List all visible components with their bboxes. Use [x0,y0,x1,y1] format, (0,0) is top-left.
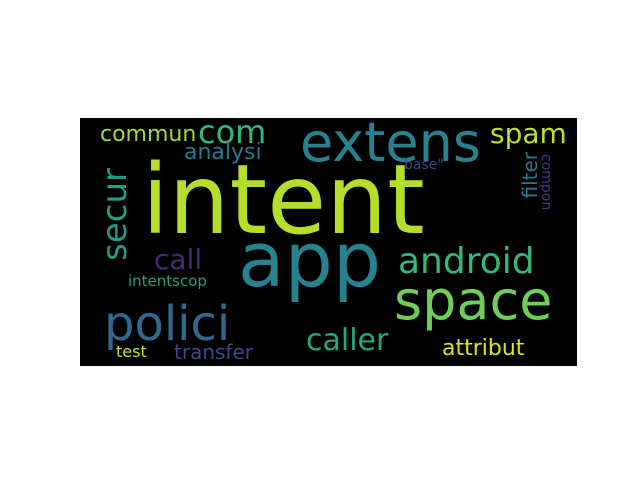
word-polici: polici [104,296,231,352]
word-intentscop: intentscop [128,272,207,290]
word-call: call [154,243,203,276]
word-filter: filter [518,152,542,199]
word-app: app [238,215,382,304]
word-spam: spam [490,118,567,150]
word-commun: commun [100,122,197,147]
word-cloud: intent app extens space polici android s… [80,118,577,366]
word-secur: secur [95,168,135,261]
word-com: com [198,118,267,151]
word-analysi: analysi [184,140,262,165]
word-test: test [116,342,147,361]
word-transfer: transfer [174,340,253,364]
word-base: base" [404,157,444,173]
word-space: space [394,269,553,332]
word-intent: intent [142,144,425,256]
word-android: android [398,241,535,282]
word-compon: compon [538,154,554,211]
word-extens: extens [300,118,481,174]
word-caller: caller [306,323,389,358]
word-attribut: attribut [442,336,525,361]
